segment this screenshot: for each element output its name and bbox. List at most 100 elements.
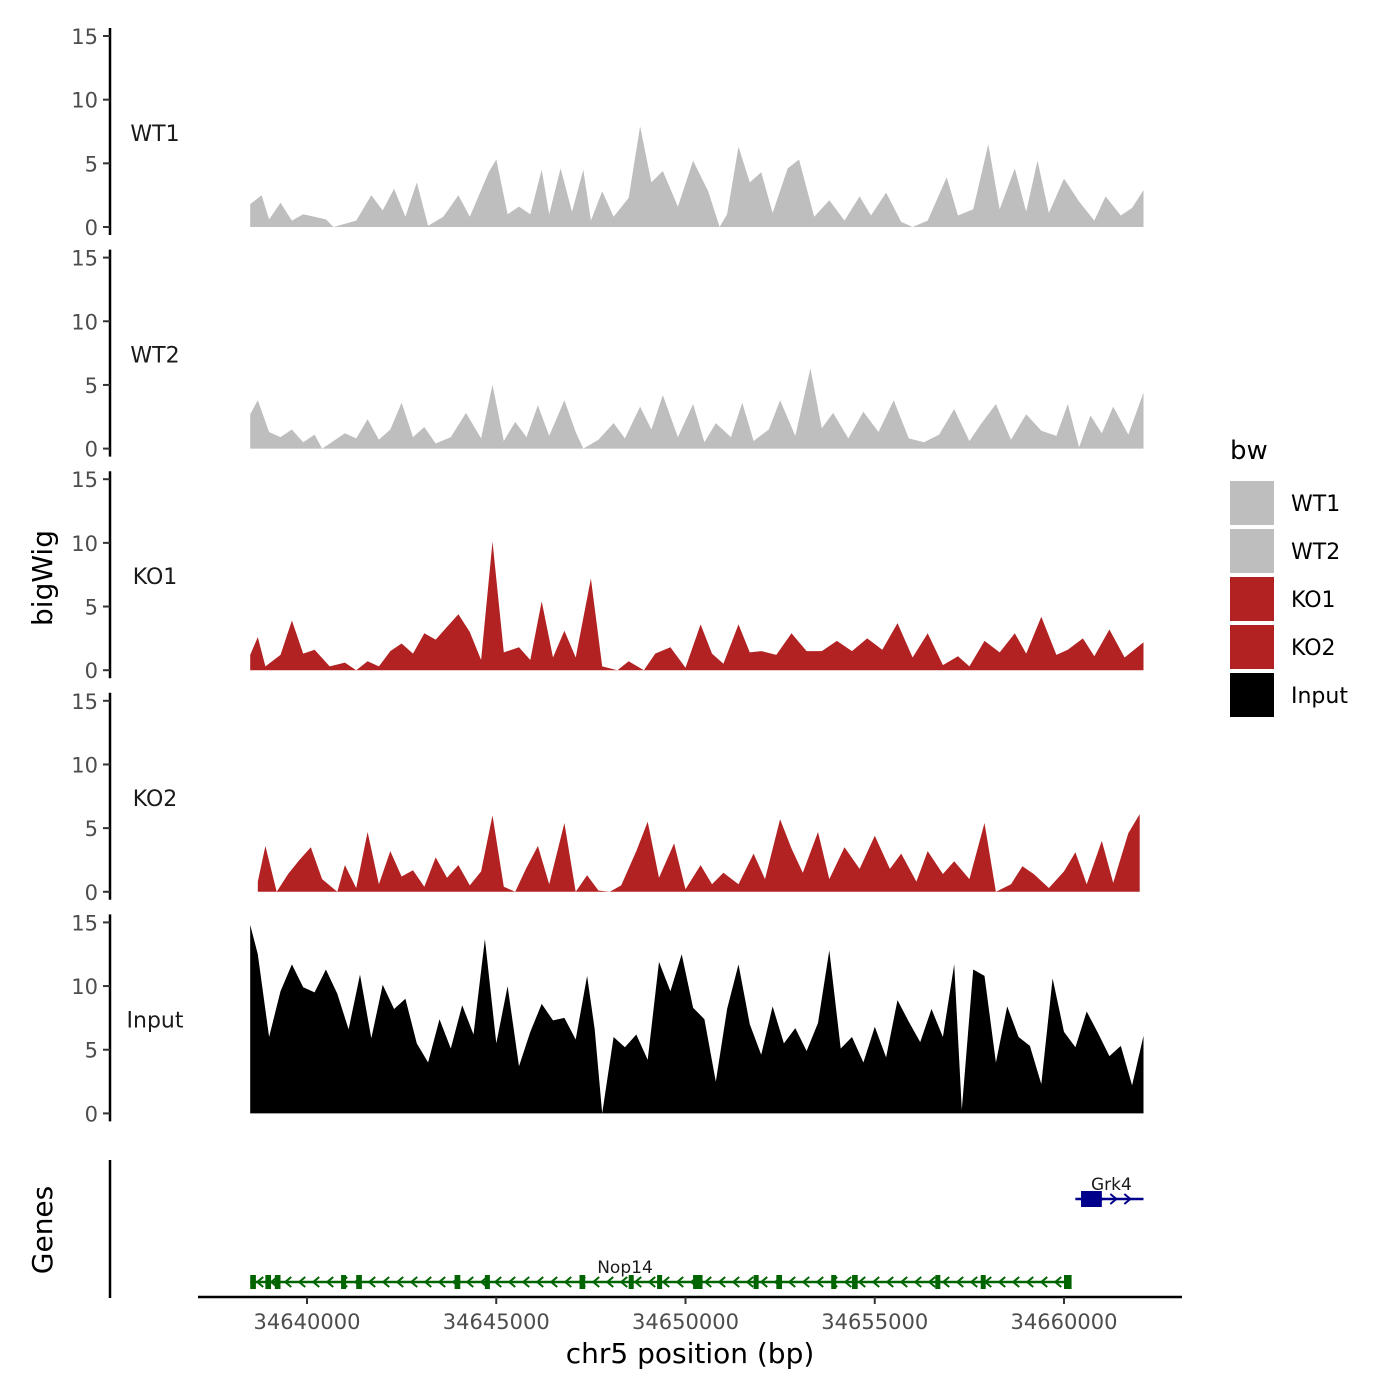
strand-chevron-nop14: [633, 1276, 642, 1288]
panel-wt2: 0 5 10 15 WT2: [71, 247, 1144, 462]
track-label-wt1: WT1: [130, 122, 179, 147]
genes-track: Grk4 Nop14: [108, 1160, 1144, 1298]
strand-chevron-grk4: [1123, 1193, 1132, 1205]
y-tick-label-input: 10: [71, 975, 98, 999]
exon-nop14: [693, 1275, 703, 1289]
strand-chevron-nop14: [647, 1276, 656, 1288]
exon-nop14: [341, 1275, 347, 1289]
y-tick-label-wt2: 0: [85, 438, 98, 462]
exon-nop14: [628, 1275, 634, 1289]
x-axis: 34640000 34645000 34650000 34655000 34660000: [198, 1295, 1182, 1334]
gene-label-grk4: Grk4: [1091, 1175, 1132, 1195]
exon-nop14: [657, 1275, 663, 1289]
y-tick-label-ko1: 10: [71, 532, 98, 556]
strand-chevron-nop14: [913, 1276, 922, 1288]
strand-chevron-nop14: [941, 1276, 950, 1288]
exon-nop14: [274, 1275, 281, 1289]
strand-chevron-nop14: [297, 1276, 306, 1288]
coverage-area-wt1: [250, 126, 1144, 227]
track-label-ko1: KO1: [133, 565, 178, 590]
strand-chevron-nop14: [969, 1276, 978, 1288]
legend: bw WT1 WT2 KO1 KO2 Input: [1230, 436, 1348, 717]
exon-nop14: [250, 1275, 256, 1289]
y-tick-label-wt2: 15: [71, 247, 98, 271]
y-tick-label-wt2: 10: [71, 310, 98, 334]
strand-chevron-nop14: [1011, 1276, 1020, 1288]
strand-chevron-nop14: [787, 1276, 796, 1288]
strand-chevron-nop14: [563, 1276, 572, 1288]
legend-label-wt1: WT1: [1291, 492, 1340, 517]
y-tick-label-input: 5: [85, 1039, 98, 1063]
y-tick-label-input: 15: [71, 911, 98, 935]
y-tick-label-wt1: 15: [71, 25, 98, 49]
x-tick-label: 34655000: [821, 1310, 928, 1334]
exon-nop14: [776, 1275, 783, 1289]
legend-swatch-wt2: [1230, 529, 1274, 573]
track-label-wt2: WT2: [130, 344, 179, 369]
strand-chevron-nop14: [493, 1276, 502, 1288]
y-tick-label-ko2: 15: [71, 690, 98, 714]
y-tick-label-wt1: 5: [85, 152, 98, 176]
strand-chevron-nop14: [591, 1276, 600, 1288]
exon-nop14: [831, 1275, 837, 1289]
strand-chevron-nop14: [843, 1276, 852, 1288]
strand-chevron-nop14: [857, 1276, 866, 1288]
exon-grk4: [1081, 1191, 1102, 1207]
strand-chevron-nop14: [885, 1276, 894, 1288]
strand-chevron-nop14: [465, 1276, 474, 1288]
exon-nop14: [852, 1275, 858, 1289]
y-tick-label-input: 0: [85, 1102, 98, 1126]
strand-chevron-nop14: [255, 1276, 264, 1288]
panel-ko1: 0 5 10 15 KO1: [71, 468, 1144, 683]
coverage-panels: 0 5 10 15 WT1 0 5 10 15 WT2 0 5 10 15 KO1 0 5 10 15 KO2 0 5 10…: [71, 25, 1144, 1126]
strand-chevron-nop14: [997, 1276, 1006, 1288]
y-tick-label-ko1: 5: [85, 596, 98, 620]
genes-axis-title: Genes: [26, 1186, 59, 1274]
exon-nop14: [356, 1275, 362, 1289]
legend-swatch-wt1: [1230, 481, 1274, 525]
strand-chevron-nop14: [423, 1276, 432, 1288]
x-tick-label: 34650000: [632, 1310, 739, 1334]
strand-chevron-nop14: [409, 1276, 418, 1288]
legend-swatch-ko1: [1230, 577, 1274, 621]
x-axis-title: chr5 position (bp): [566, 1337, 815, 1370]
strand-chevron-nop14: [717, 1276, 726, 1288]
strand-chevron-nop14: [535, 1276, 544, 1288]
strand-chevron-nop14: [605, 1276, 614, 1288]
strand-chevron-nop14: [381, 1276, 390, 1288]
strand-chevron-nop14: [367, 1276, 376, 1288]
strand-chevron-nop14: [899, 1276, 908, 1288]
coverage-area-wt2: [250, 368, 1144, 449]
coverage-area-input: [250, 924, 1144, 1114]
strand-chevron-nop14: [801, 1276, 810, 1288]
y-tick-label-ko2: 10: [71, 753, 98, 777]
exon-nop14: [579, 1275, 586, 1289]
y-tick-label-ko2: 5: [85, 817, 98, 841]
y-tick-label-wt2: 5: [85, 374, 98, 398]
x-tick-label: 34645000: [443, 1310, 550, 1334]
strand-chevron-nop14: [507, 1276, 516, 1288]
strand-chevron-nop14: [675, 1276, 684, 1288]
y-tick-label-ko1: 15: [71, 468, 98, 492]
strand-chevron-nop14: [927, 1276, 936, 1288]
strand-chevron-nop14: [745, 1276, 754, 1288]
legend-title: bw: [1230, 436, 1268, 466]
x-tick-label: 34660000: [1011, 1310, 1118, 1334]
strand-chevron-nop14: [815, 1276, 824, 1288]
strand-chevron-nop14: [549, 1276, 558, 1288]
y-tick-label-wt1: 0: [85, 216, 98, 240]
legend-swatch-ko2: [1230, 625, 1274, 669]
strand-chevron-nop14: [1053, 1276, 1062, 1288]
strand-chevron-nop14: [619, 1276, 628, 1288]
exon-nop14: [935, 1275, 941, 1289]
strand-chevron-nop14: [395, 1276, 404, 1288]
strand-chevron-nop14: [1039, 1276, 1048, 1288]
strand-chevron-nop14: [1025, 1276, 1034, 1288]
legend-swatch-input: [1230, 673, 1274, 717]
y-tick-label-ko2: 0: [85, 881, 98, 905]
x-tick-label: 34640000: [254, 1310, 361, 1334]
gene-label-nop14: Nop14: [597, 1258, 653, 1278]
strand-chevron-nop14: [521, 1276, 530, 1288]
track-label-input: Input: [127, 1008, 184, 1033]
